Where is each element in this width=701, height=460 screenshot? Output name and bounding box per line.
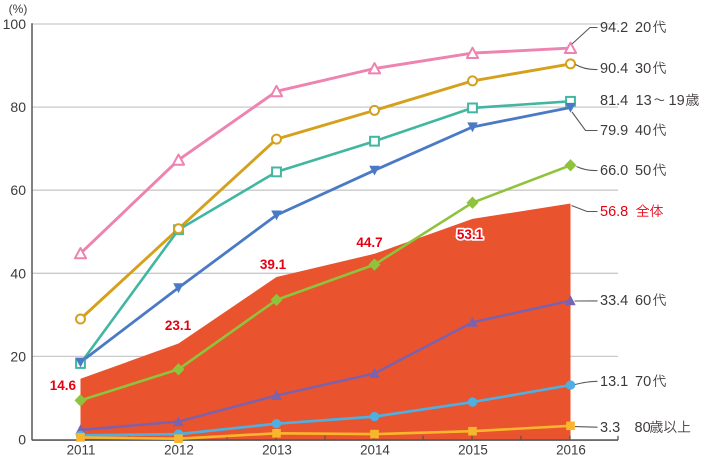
svg-text:19: 19 (669, 93, 685, 109)
svg-text:3.3: 3.3 (600, 420, 620, 436)
svg-text:14.6: 14.6 (50, 378, 77, 393)
svg-text:23.1: 23.1 (165, 318, 192, 333)
svg-text:81.4: 81.4 (600, 93, 628, 109)
svg-text:80: 80 (10, 99, 26, 115)
svg-text:50: 50 (635, 163, 651, 179)
svg-text:2014: 2014 (360, 443, 390, 458)
svg-text:70: 70 (635, 374, 651, 390)
svg-text:53.1: 53.1 (457, 227, 484, 242)
svg-text:13.1: 13.1 (600, 374, 628, 390)
svg-text:2011: 2011 (67, 443, 96, 458)
svg-text:2013: 2013 (262, 443, 292, 458)
svg-text:39.1: 39.1 (260, 257, 287, 272)
svg-text:94.2: 94.2 (600, 20, 628, 36)
svg-text:40: 40 (10, 265, 26, 281)
svg-text:56.8: 56.8 (600, 204, 628, 220)
svg-text:80: 80 (635, 420, 651, 436)
svg-text:20: 20 (635, 20, 651, 36)
svg-text:40: 40 (635, 123, 651, 139)
svg-text:(%): (%) (9, 2, 28, 16)
svg-text:2015: 2015 (458, 443, 488, 458)
svg-text:0: 0 (18, 432, 26, 448)
svg-text:79.9: 79.9 (600, 123, 628, 139)
svg-text:60: 60 (635, 293, 651, 309)
svg-text:2016: 2016 (556, 443, 586, 458)
svg-text:66.0: 66.0 (600, 163, 628, 179)
svg-text:20: 20 (10, 348, 26, 364)
svg-text:90.4: 90.4 (600, 61, 628, 77)
svg-text:44.7: 44.7 (356, 235, 382, 250)
svg-text:100: 100 (3, 16, 27, 32)
svg-text:30: 30 (635, 61, 651, 77)
svg-text:60: 60 (10, 182, 26, 198)
svg-text:2012: 2012 (164, 443, 194, 458)
svg-text:13: 13 (636, 93, 652, 109)
svg-text:33.4: 33.4 (600, 293, 628, 309)
